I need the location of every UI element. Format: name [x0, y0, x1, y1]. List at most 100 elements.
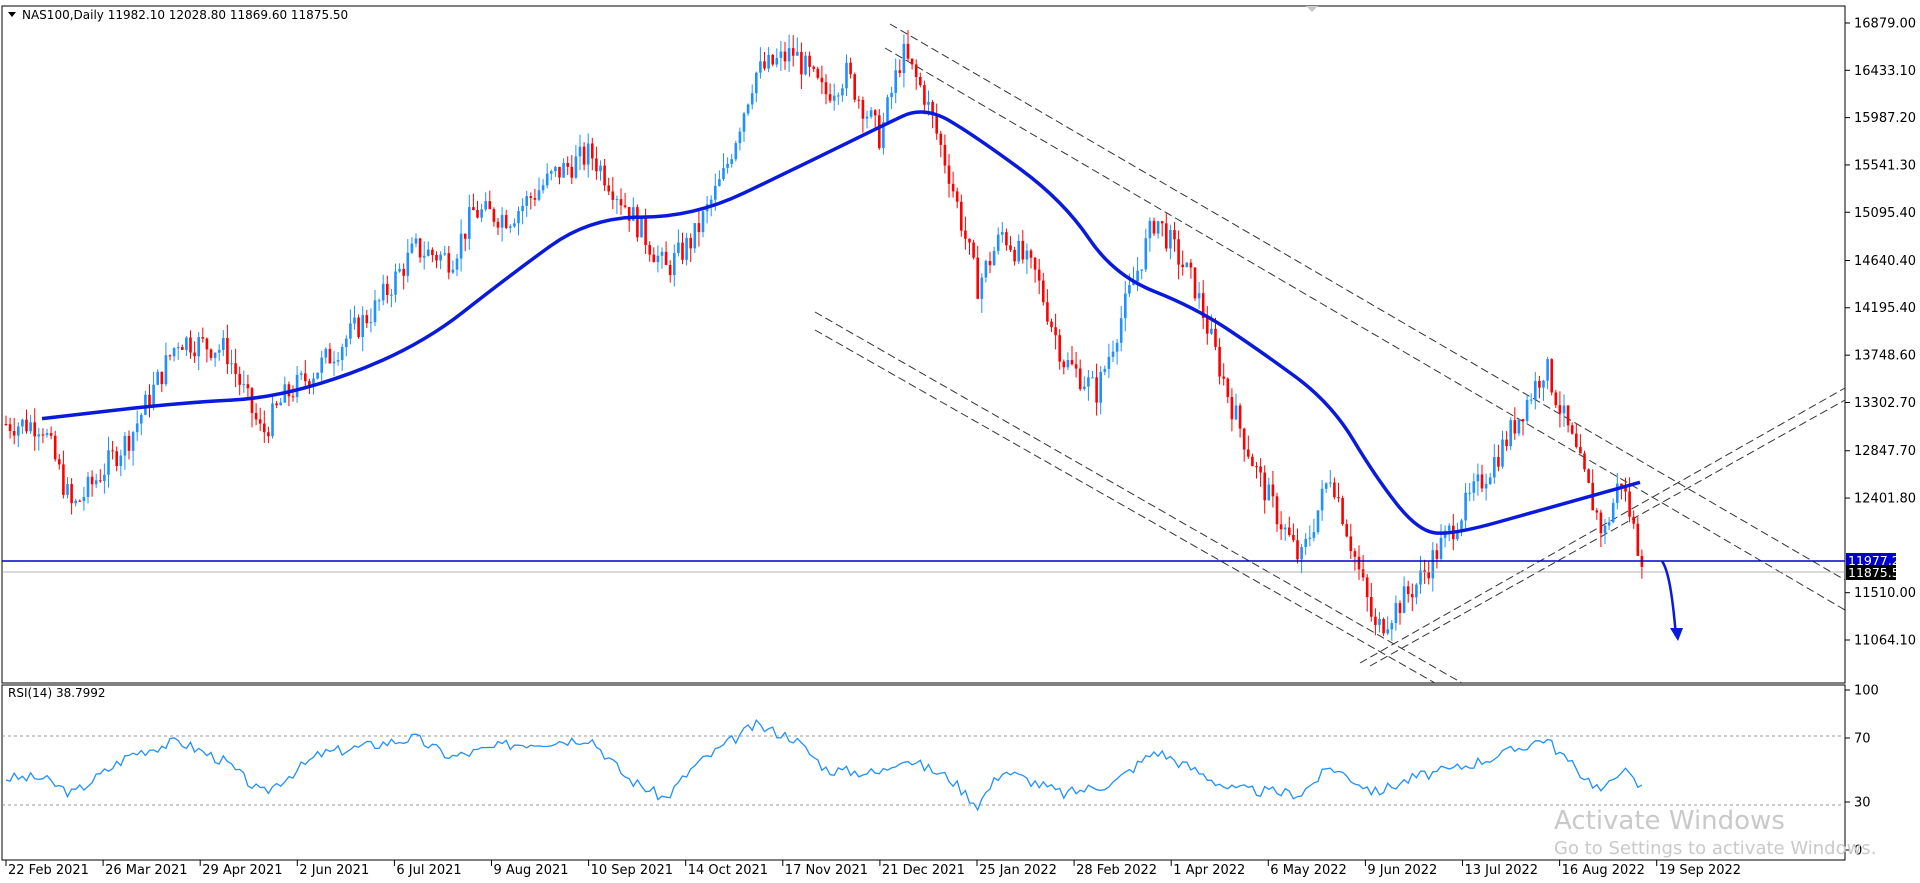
- moving-average-line: [41, 110, 1641, 535]
- candle-2022-03-01: [1078, 359, 1082, 392]
- candle-2022-02-16: [1042, 272, 1045, 306]
- candle-2021-11-07: [759, 47, 762, 79]
- candle-2021-10-30: [738, 127, 742, 151]
- candle-2021-11-08: [763, 51, 766, 71]
- candle-2021-03-10: [86, 471, 90, 504]
- candle-2022-08-24: [1566, 405, 1570, 433]
- price-pane[interactable]: [1, 5, 1846, 684]
- candle-2022-02-21: [1054, 313, 1057, 350]
- candle-2022-05-23: [1308, 525, 1312, 547]
- candle-2021-09-19: [623, 192, 627, 209]
- time-tick-label: 9 Aug 2021: [494, 863, 569, 878]
- candle-2022-08-15: [1542, 379, 1545, 401]
- candle-2021-12-05: [837, 92, 840, 105]
- candle-2021-07-04: [410, 237, 414, 255]
- candle-2021-08-06: [500, 207, 504, 242]
- candle-2022-07-24: [1480, 464, 1484, 493]
- candle-2022-01-21: [968, 238, 971, 255]
- candle-2021-11-29: [820, 65, 824, 95]
- candle-2021-12-13: [861, 96, 865, 133]
- trend-channel-lines[interactable]: [814, 23, 1846, 684]
- candle-2021-04-08: [168, 354, 172, 361]
- candle-2022-06-08: [1353, 548, 1357, 571]
- rsi-path: [5, 719, 1643, 812]
- candle-2021-02-22: [41, 428, 45, 444]
- candle-2021-05-15: [271, 393, 274, 439]
- channel-line-1[interactable]: [889, 23, 1846, 581]
- channel-line-5[interactable]: [1359, 387, 1846, 664]
- candle-2021-10-07: [673, 244, 676, 287]
- candle-2022-06-20: [1386, 616, 1389, 636]
- time-tick-label: 1 Apr 2022: [1173, 863, 1245, 878]
- candle-2021-02-16: [25, 409, 28, 434]
- candle-2021-09-12: [603, 159, 606, 192]
- candle-2022-04-20: [1218, 338, 1221, 385]
- candle-2021-05-30: [312, 372, 315, 395]
- symbol-menu-triangle-icon[interactable]: [8, 12, 16, 17]
- candle-2022-02-03: [1005, 228, 1008, 251]
- candle-2021-03-14: [99, 469, 102, 483]
- candle-2021-11-26: [812, 65, 815, 72]
- candle-2021-05-31: [316, 372, 319, 380]
- channel-line-4[interactable]: [814, 329, 1436, 684]
- candle-2022-06-26: [1402, 576, 1406, 614]
- rsi-pane[interactable]: [1, 684, 1846, 861]
- forecast-arrow[interactable]: [1660, 560, 1678, 637]
- channel-line-3[interactable]: [814, 311, 1463, 684]
- rsi-axis: 100 70 30 0: [1845, 684, 1879, 859]
- candle-2022-05-17: [1292, 523, 1295, 543]
- candle-2022-05-14: [1283, 524, 1287, 541]
- candle-2021-04-04: [156, 369, 159, 386]
- channel-line-2[interactable]: [884, 47, 1846, 611]
- candle-2021-06-24: [381, 274, 385, 306]
- candle-2022-04-03: [1169, 224, 1172, 260]
- candle-2021-03-09: [82, 486, 86, 511]
- activation-watermark-text: Go to Settings to activate Windows.: [1554, 838, 1877, 859]
- candle-2022-03-28: [1152, 217, 1156, 236]
- time-tick-label: 16 Aug 2022: [1562, 863, 1645, 878]
- candle-2021-11-04: [750, 84, 754, 110]
- time-tick-label: 28 Feb 2022: [1076, 863, 1157, 878]
- candle-2022-06-14: [1370, 582, 1373, 622]
- candle-2021-10-15: [697, 210, 701, 247]
- candle-2022-05-24: [1312, 518, 1316, 542]
- candle-2021-04-06: [160, 371, 164, 393]
- candle-2021-11-14: [779, 40, 783, 71]
- price-axis: 16879.00 16433.10 15987.20 15541.30 15095.40…: [1845, 17, 1916, 649]
- candle-2021-04-03: [152, 371, 155, 411]
- candle-2022-08-06: [1517, 418, 1521, 437]
- candle-2021-03-04: [70, 478, 73, 515]
- candle-2022-05-13: [1279, 511, 1283, 540]
- time-tick-label: 26 Mar 2021: [105, 863, 187, 878]
- candle-2022-07-28: [1493, 444, 1496, 484]
- candle-2022-05-05: [1259, 458, 1262, 487]
- candle-2021-02-28: [58, 454, 61, 470]
- candle-2021-03-06: [74, 498, 77, 507]
- candle-2021-07-16: [443, 245, 446, 256]
- last-price-box: [1846, 565, 1896, 580]
- candle-2022-06-29: [1411, 583, 1414, 612]
- candle-2021-03-19: [111, 440, 114, 460]
- candle-2021-10-26: [726, 157, 729, 174]
- candle-2021-07-26: [472, 193, 475, 211]
- candle-2022-03-09: [1099, 366, 1102, 415]
- candle-2022-07-22: [1476, 463, 1480, 496]
- chart-shift-marker[interactable]: [1306, 6, 1318, 12]
- rsi-header: RSI(14) 38.7992: [8, 686, 106, 700]
- channel-line-6[interactable]: [1369, 399, 1846, 667]
- candle-2021-07-31: [484, 192, 487, 212]
- candle-2021-12-16: [869, 107, 873, 119]
- candle-2022-01-13: [947, 153, 951, 198]
- candle-2021-12-24: [890, 86, 893, 110]
- candle-2022-02-24: [1062, 359, 1066, 375]
- candle-2021-04-17: [193, 341, 196, 363]
- candle-2021-02-17: [29, 415, 32, 434]
- candle-2021-02-13: [17, 422, 20, 448]
- candle-2021-06-14: [353, 305, 356, 330]
- candle-2022-02-09: [1021, 230, 1025, 264]
- candle-2021-04-13: [181, 344, 184, 351]
- candle-2021-06-12: [349, 309, 352, 345]
- price-tick-label: 15987.20: [1854, 111, 1916, 126]
- candle-2021-12-28: [902, 34, 906, 88]
